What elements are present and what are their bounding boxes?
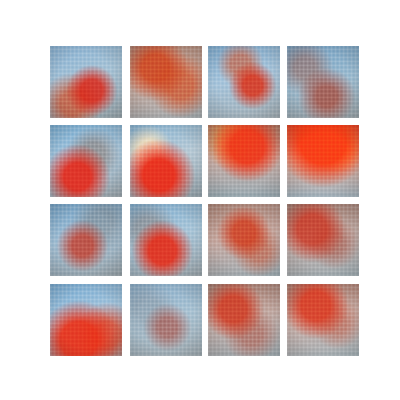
- tile-vignette: [287, 284, 359, 356]
- image-tile: [50, 125, 122, 197]
- image-tile: [287, 284, 359, 356]
- tile-texture: [208, 125, 280, 197]
- tile-vignette: [50, 125, 122, 197]
- tile-vignette: [50, 204, 122, 276]
- tile-vignette: [208, 125, 280, 197]
- image-tile: [50, 204, 122, 276]
- tile-image: [130, 204, 202, 276]
- tile-texture: [50, 46, 122, 118]
- tile-vignette: [130, 204, 202, 276]
- tile-image: [287, 284, 359, 356]
- tile-image: [287, 46, 359, 118]
- tile-image: [208, 125, 280, 197]
- tile-texture: [50, 125, 122, 197]
- tile-vignette: [130, 284, 202, 356]
- tile-image: [208, 46, 280, 118]
- image-tile: [208, 46, 280, 118]
- tile-vignette: [50, 46, 122, 118]
- tile-texture: [50, 204, 122, 276]
- tile-texture: [287, 46, 359, 118]
- tile-image: [50, 284, 122, 356]
- tile-texture: [287, 284, 359, 356]
- tile-texture: [208, 284, 280, 356]
- tile-image: [130, 125, 202, 197]
- tile-texture: [130, 46, 202, 118]
- tile-image: [208, 284, 280, 356]
- tile-texture: [208, 204, 280, 276]
- tile-texture: [130, 284, 202, 356]
- image-tile: [50, 46, 122, 118]
- tile-vignette: [130, 125, 202, 197]
- tile-texture: [130, 204, 202, 276]
- tile-vignette: [208, 46, 280, 118]
- tile-image: [208, 204, 280, 276]
- image-tile: [287, 204, 359, 276]
- tile-vignette: [208, 204, 280, 276]
- tile-texture: [130, 125, 202, 197]
- tile-texture: [287, 125, 359, 197]
- image-tile: [287, 125, 359, 197]
- image-tile: [50, 284, 122, 356]
- tile-vignette: [287, 125, 359, 197]
- tile-image: [50, 204, 122, 276]
- tile-texture: [208, 46, 280, 118]
- tile-texture: [50, 284, 122, 356]
- image-tile: [130, 204, 202, 276]
- image-tile: [287, 46, 359, 118]
- tile-vignette: [287, 46, 359, 118]
- image-tile: [208, 204, 280, 276]
- tile-image: [130, 284, 202, 356]
- tile-image: [50, 125, 122, 197]
- tile-vignette: [130, 46, 202, 118]
- tile-image: [287, 204, 359, 276]
- image-tile: [208, 125, 280, 197]
- tile-image: [287, 125, 359, 197]
- image-tile: [130, 284, 202, 356]
- tile-image: [50, 46, 122, 118]
- tile-vignette: [208, 284, 280, 356]
- tile-image: [130, 46, 202, 118]
- tile-vignette: [50, 284, 122, 356]
- image-tile: [130, 46, 202, 118]
- image-tile: [208, 284, 280, 356]
- image-tile: [130, 125, 202, 197]
- tile-texture: [287, 204, 359, 276]
- tile-vignette: [287, 204, 359, 276]
